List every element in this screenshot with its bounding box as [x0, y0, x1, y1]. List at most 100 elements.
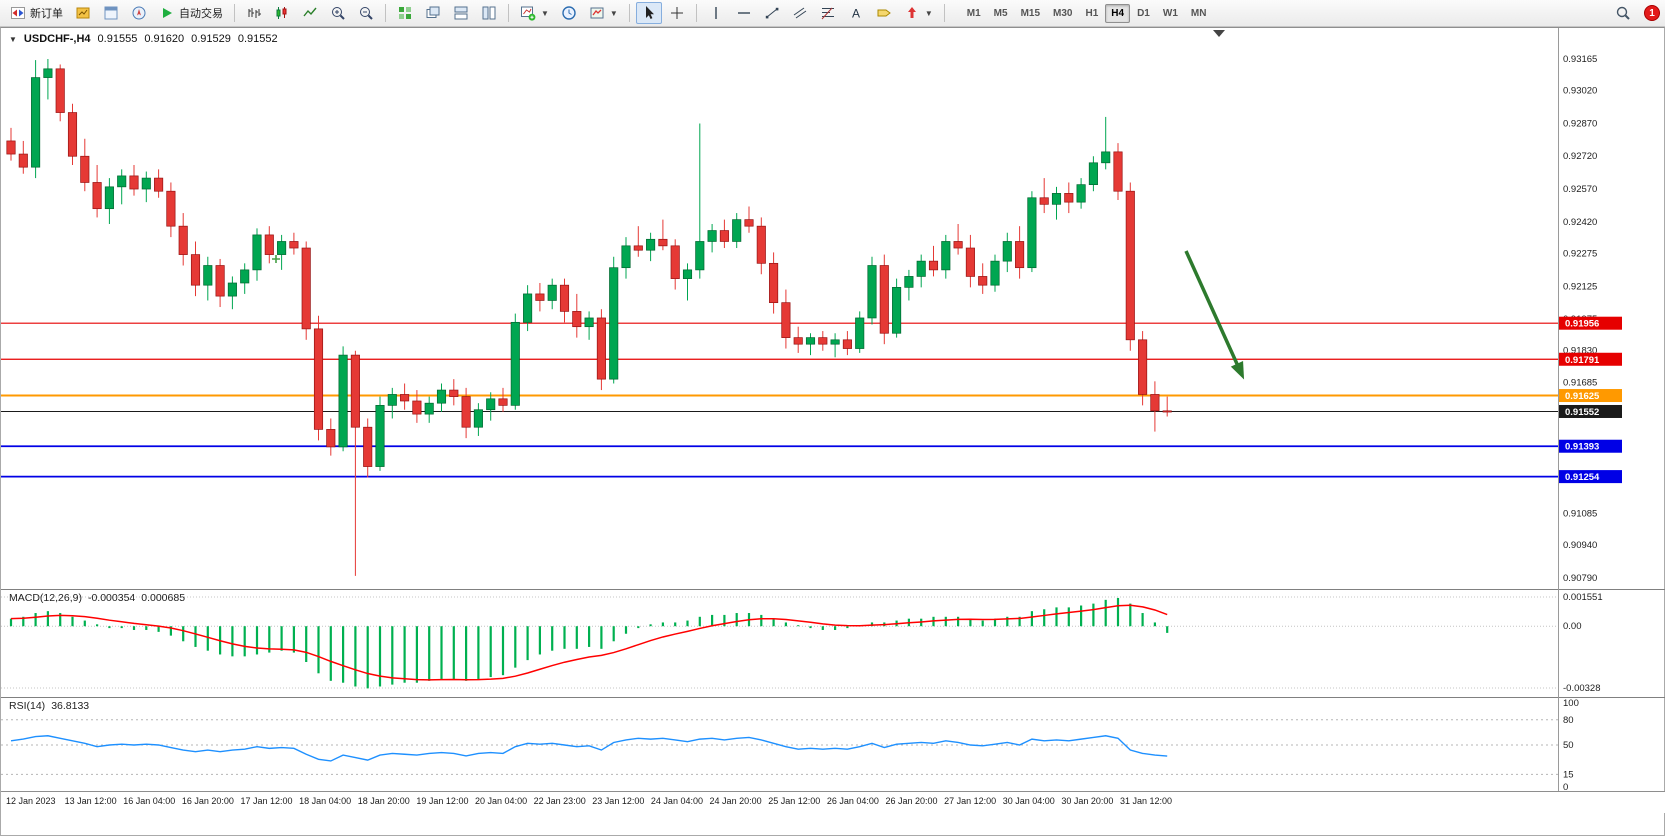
time-axis-label: 18 Jan 20:00 — [357, 796, 410, 806]
zoom-in-button[interactable] — [325, 2, 351, 24]
timeframe-m15[interactable]: M15 — [1015, 4, 1046, 23]
chart-window: 0.93165 0.93020 0.92870 0.92720 0.92570 0.924… — [0, 27, 1665, 836]
time-axis-label: 20 Jan 04:00 — [475, 796, 528, 806]
chart-shift-marker-icon[interactable] — [1213, 30, 1225, 37]
candle-body — [424, 402, 434, 415]
toolbar-separator — [508, 4, 509, 22]
rsi-axis-label: 100 — [1563, 698, 1579, 709]
support-1-price-tag[interactable] — [1559, 439, 1622, 453]
main-toolbar: 新订单 自动交易 ▼ ▼ A ▼ M1 M5 M15 M30 H1 H4 D1 W1 MN 1 — [0, 0, 1665, 27]
candle-body — [1088, 162, 1098, 186]
resistance-1-price-tag[interactable] — [1559, 316, 1622, 330]
timeframe-m1[interactable]: M1 — [961, 4, 987, 23]
rsi-axis-label: 50 — [1563, 740, 1574, 751]
time-axis-label: 25 Jan 12:00 — [768, 796, 821, 806]
support-2-price-tag[interactable] — [1559, 470, 1622, 484]
vertical-line-icon — [708, 5, 724, 21]
candle-body — [695, 241, 705, 271]
candle-body — [732, 219, 742, 242]
fibonacci-icon — [820, 5, 836, 21]
zoom-out-icon — [358, 5, 374, 21]
search-icon — [1615, 5, 1631, 21]
data-window-button[interactable] — [98, 2, 124, 24]
line-chart-button[interactable] — [297, 2, 323, 24]
current-price-price-tag[interactable] — [1559, 404, 1622, 418]
candle-body — [129, 175, 139, 190]
candle-body — [326, 429, 336, 448]
pivot-orange-price-tag[interactable] — [1559, 389, 1622, 403]
notification-badge[interactable]: 1 — [1644, 5, 1660, 21]
one-click-trading-toggle-icon[interactable]: ▼ — [9, 34, 17, 44]
text-tool-button[interactable]: A — [843, 2, 869, 24]
market-watch-button[interactable] — [70, 2, 96, 24]
horizontal-line-tool-button[interactable] — [731, 2, 757, 24]
candle-body — [744, 219, 754, 227]
candle-body — [818, 337, 828, 345]
channel-tool-button[interactable] — [787, 2, 813, 24]
toolbar-separator — [628, 4, 630, 22]
new-order-button[interactable]: 新订单 — [5, 2, 68, 24]
timeframe-w1[interactable]: W1 — [1157, 4, 1184, 23]
candle-body — [928, 260, 939, 271]
toolbar-separator — [234, 4, 235, 22]
time-axis-label: 27 Jan 12:00 — [944, 796, 997, 806]
autotrading-button[interactable]: 自动交易 — [154, 2, 228, 24]
rsi-panel[interactable]: 100 80 50 15 0 — [1, 697, 1665, 791]
period-converter-button[interactable] — [556, 2, 582, 24]
toolbar-separator — [943, 4, 945, 22]
timeframe-d1[interactable]: D1 — [1131, 4, 1156, 23]
candle-body — [1027, 197, 1037, 269]
bar-chart-icon — [246, 5, 262, 21]
macd-axis-label: 0.00 — [1563, 621, 1582, 632]
candle-body — [412, 400, 422, 415]
candle-body — [400, 394, 410, 402]
cascade-windows-button[interactable] — [420, 2, 446, 24]
cursor-button[interactable] — [635, 2, 662, 24]
resistance-2-price-tag[interactable] — [1559, 352, 1622, 366]
price-axis-label: 0.92720 — [1563, 151, 1597, 162]
tile-horizontal-button[interactable] — [448, 2, 474, 24]
timeframe-group: M1 M5 M15 M30 H1 H4 D1 W1 MN — [961, 3, 1213, 23]
fibonacci-tool-button[interactable] — [815, 2, 841, 24]
rsi-axis-label: 15 — [1563, 769, 1574, 780]
tile-windows-icon — [397, 5, 413, 21]
timeframe-m5[interactable]: M5 — [988, 4, 1014, 23]
indicators-button[interactable]: ▼ — [584, 2, 623, 24]
timeframe-h4[interactable]: H4 — [1105, 3, 1131, 23]
navigator-button[interactable] — [126, 2, 152, 24]
zoom-out-button[interactable] — [353, 2, 379, 24]
candle-body — [892, 287, 902, 334]
timeframe-h1[interactable]: H1 — [1079, 4, 1104, 23]
trend-arrow[interactable] — [1184, 250, 1244, 376]
vertical-line-tool-button[interactable] — [703, 2, 729, 24]
search-button[interactable] — [1610, 2, 1636, 24]
time-axis-label: 26 Jan 20:00 — [885, 796, 938, 806]
time-axis-label: 24 Jan 04:00 — [650, 796, 703, 806]
cascade-windows-icon — [425, 5, 441, 21]
ohlc-low: 0.91529 — [191, 33, 231, 45]
cursor-icon — [641, 5, 657, 21]
label-tool-button[interactable] — [871, 2, 897, 24]
trendline-tool-button[interactable] — [759, 2, 785, 24]
candle-body — [805, 337, 816, 345]
candle-body — [756, 225, 766, 264]
tile-windows-button[interactable] — [392, 2, 418, 24]
candle-body — [953, 241, 963, 249]
bar-chart-button[interactable] — [241, 2, 267, 24]
time-axis[interactable]: 12 Jan 2023 13 Jan 12:00 16 Jan 04:00 16 Ja… — [1, 791, 1665, 813]
price-chart[interactable]: 0.93165 0.93020 0.92870 0.92720 0.92570 0.924… — [1, 28, 1665, 589]
timeframe-m30[interactable]: M30 — [1047, 4, 1078, 23]
macd-panel[interactable]: 0.001551 0.00 -0.00328 — [1, 589, 1665, 697]
candle-body — [67, 112, 78, 157]
timeframe-mn[interactable]: MN — [1185, 4, 1213, 23]
shapes-tool-button[interactable]: ▼ — [899, 2, 938, 24]
candle-body — [215, 265, 225, 297]
plus-marker — [272, 255, 280, 263]
price-axis-label: 0.92570 — [1563, 184, 1597, 195]
toolbar-separator — [695, 4, 697, 22]
crosshair-button[interactable] — [664, 2, 690, 24]
candle-body — [559, 284, 570, 312]
tile-vertical-button[interactable] — [476, 2, 502, 24]
candlestick-chart-button[interactable] — [269, 2, 295, 24]
new-chart-button[interactable]: ▼ — [515, 2, 554, 24]
